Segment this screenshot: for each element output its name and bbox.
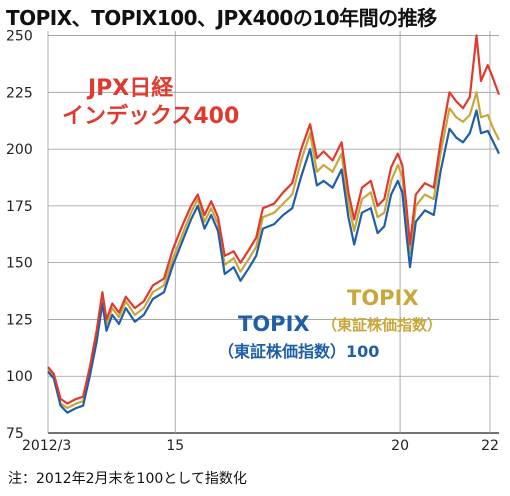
- y-tick-label-225: 225: [6, 85, 33, 101]
- series-line-0: [47, 91, 500, 410]
- x-tick-label-2: 20: [391, 438, 409, 454]
- x-axis-ticks: 2012/3 15 20 22: [22, 438, 499, 454]
- series-line-2: [47, 34, 501, 405]
- x-tick-label-1: 15: [166, 438, 184, 454]
- legend-jpx400-line2: インデックス400: [62, 103, 239, 129]
- legend-topix-line2: （東証株価指数）: [322, 316, 442, 334]
- y-tick-label-200: 200: [6, 142, 33, 158]
- y-tick-label-250: 250: [6, 29, 33, 45]
- y-tick-label-175: 175: [6, 199, 33, 215]
- legend-jpx400: JPX日経 インデックス400: [62, 75, 239, 129]
- y-tick-label-75: 75: [6, 426, 24, 442]
- y-tick-label-125: 125: [6, 312, 33, 328]
- legend-topix: TOPIX （東証株価指数）: [322, 286, 442, 334]
- legend-topix100-line2: （東証株価指数）100: [218, 342, 379, 361]
- x-tick-label-0: 2012/3: [22, 438, 71, 454]
- y-axis-ticks: 250 225 200 175 150 125 100 75: [6, 29, 33, 442]
- legend-topix100-line1: TOPIX: [238, 312, 310, 336]
- legend-topix-line1: TOPIX: [347, 286, 419, 310]
- y-tick-label-150: 150: [6, 256, 33, 272]
- series-line-1: [47, 109, 500, 414]
- series-lines: [47, 34, 501, 414]
- footnote: 注：2012年2月末を100として指数化: [8, 471, 247, 487]
- x-tick-label-3: 22: [481, 438, 499, 454]
- page-title: TOPIX、TOPIX100、JPX400の10年間の推移: [6, 6, 437, 30]
- legend-topix100: TOPIX （東証株価指数）100: [218, 312, 379, 361]
- grid: [47, 31, 499, 434]
- legend-jpx400-line1: JPX日経: [86, 75, 174, 101]
- y-tick-label-100: 100: [6, 369, 33, 385]
